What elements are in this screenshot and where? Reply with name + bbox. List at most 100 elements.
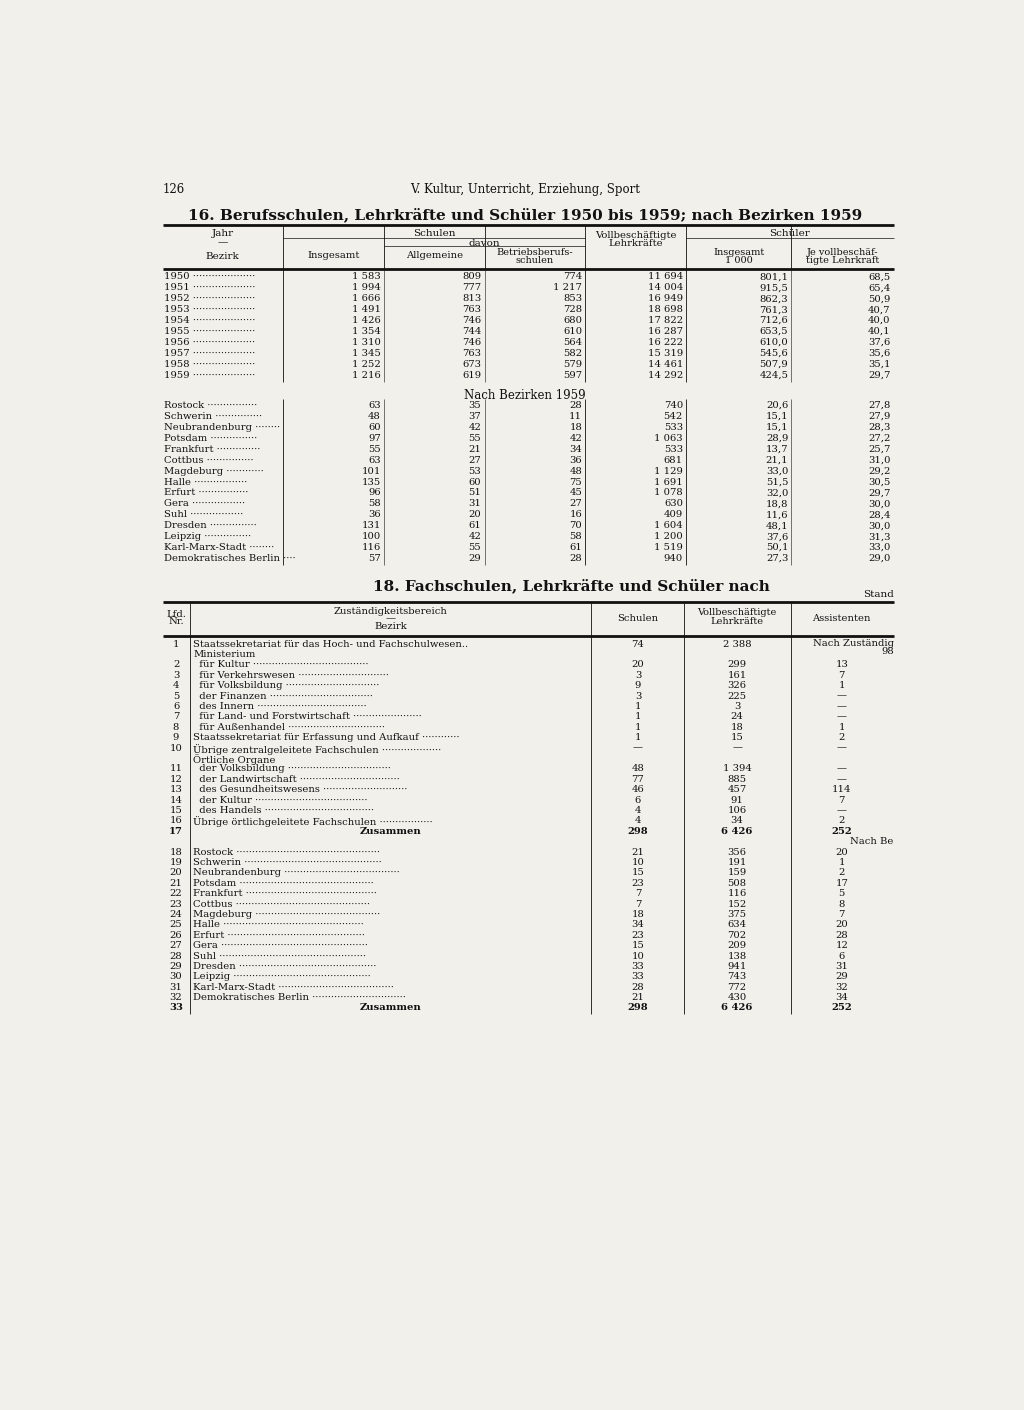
Text: 13: 13 xyxy=(836,660,848,670)
Text: 619: 619 xyxy=(462,371,481,379)
Text: 32: 32 xyxy=(836,983,848,991)
Text: Gera ···············································: Gera ···································… xyxy=(194,940,368,950)
Text: Zuständigkeitsbereich: Zuständigkeitsbereich xyxy=(334,606,447,616)
Text: —: — xyxy=(837,702,847,711)
Text: 60: 60 xyxy=(469,478,481,486)
Text: 14: 14 xyxy=(170,795,182,805)
Text: 24: 24 xyxy=(731,712,743,722)
Text: 48: 48 xyxy=(368,412,381,422)
Text: 42: 42 xyxy=(469,532,481,541)
Text: 37,6: 37,6 xyxy=(766,532,788,541)
Text: Lfd.: Lfd. xyxy=(166,609,186,619)
Text: 885: 885 xyxy=(728,776,746,784)
Text: 1 604: 1 604 xyxy=(654,522,683,530)
Text: 16 222: 16 222 xyxy=(648,338,683,347)
Text: 21,1: 21,1 xyxy=(766,455,788,465)
Text: 16 287: 16 287 xyxy=(648,327,683,336)
Text: tigte Lehrkraft: tigte Lehrkraft xyxy=(806,257,880,265)
Text: 27,2: 27,2 xyxy=(868,434,891,443)
Text: Schüler: Schüler xyxy=(769,230,810,238)
Text: 1958 ····················: 1958 ···················· xyxy=(165,360,256,369)
Text: 58: 58 xyxy=(569,532,583,541)
Text: 630: 630 xyxy=(664,499,683,509)
Text: 298: 298 xyxy=(628,1004,648,1012)
Text: 809: 809 xyxy=(462,272,481,282)
Text: Zusammen: Zusammen xyxy=(359,1004,422,1012)
Text: 1953 ····················: 1953 ···················· xyxy=(165,305,256,314)
Text: 375: 375 xyxy=(728,909,746,919)
Text: 12: 12 xyxy=(170,776,182,784)
Text: 1 200: 1 200 xyxy=(654,532,683,541)
Text: 915,5: 915,5 xyxy=(760,283,788,292)
Text: Übrige örtlichgeleitete Fachschulen ·················: Übrige örtlichgeleitete Fachschulen ····… xyxy=(194,816,433,828)
Text: 26: 26 xyxy=(170,931,182,939)
Text: der Landwirtschaft ································: der Landwirtschaft ·····················… xyxy=(194,776,399,784)
Text: 1: 1 xyxy=(635,712,641,722)
Text: Zusammen: Zusammen xyxy=(359,826,422,836)
Text: 36: 36 xyxy=(569,455,583,465)
Text: 801,1: 801,1 xyxy=(760,272,788,282)
Text: 16. Berufsschulen, Lehrkräfte und Schüler 1950 bis 1959; nach Bezirken 1959: 16. Berufsschulen, Lehrkräfte und Schüle… xyxy=(187,207,862,223)
Text: 20: 20 xyxy=(836,847,848,856)
Text: Vollbeschäftigte: Vollbeschäftigte xyxy=(697,608,777,618)
Text: 6 426: 6 426 xyxy=(722,826,753,836)
Text: 33: 33 xyxy=(169,1004,183,1012)
Text: Leipzig ············································: Leipzig ································… xyxy=(194,973,371,981)
Text: 53: 53 xyxy=(469,467,481,475)
Text: 813: 813 xyxy=(462,295,481,303)
Text: 680: 680 xyxy=(563,316,583,326)
Text: 27,8: 27,8 xyxy=(868,400,891,410)
Text: Demokratisches Berlin ····: Demokratisches Berlin ···· xyxy=(165,554,296,563)
Text: 610,0: 610,0 xyxy=(760,338,788,347)
Text: 533: 533 xyxy=(664,444,683,454)
Text: 55: 55 xyxy=(469,543,481,553)
Text: Insgesamt: Insgesamt xyxy=(713,248,764,257)
Text: 3: 3 xyxy=(635,671,641,680)
Text: 40,7: 40,7 xyxy=(868,305,891,314)
Text: 61: 61 xyxy=(469,522,481,530)
Text: 23: 23 xyxy=(170,900,182,908)
Text: Dresden ···············: Dresden ··············· xyxy=(165,522,257,530)
Text: 138: 138 xyxy=(727,952,746,960)
Text: 457: 457 xyxy=(727,785,746,794)
Text: 27,3: 27,3 xyxy=(766,554,788,563)
Text: 9: 9 xyxy=(635,681,641,691)
Text: 746: 746 xyxy=(462,338,481,347)
Text: Örtliche Organe: Örtliche Organe xyxy=(194,754,275,766)
Text: 14 461: 14 461 xyxy=(647,360,683,369)
Text: 12: 12 xyxy=(836,940,848,950)
Text: 29: 29 xyxy=(170,962,182,971)
Text: 763: 763 xyxy=(463,305,481,314)
Text: 28: 28 xyxy=(170,952,182,960)
Text: 18,8: 18,8 xyxy=(766,499,788,509)
Text: für Verkehrswesen ·····························: für Verkehrswesen ······················… xyxy=(194,671,389,680)
Text: 10: 10 xyxy=(632,952,644,960)
Text: 6 426: 6 426 xyxy=(722,1004,753,1012)
Text: 582: 582 xyxy=(563,348,583,358)
Text: 1 252: 1 252 xyxy=(352,360,381,369)
Text: 101: 101 xyxy=(361,467,381,475)
Text: 409: 409 xyxy=(664,510,683,519)
Text: 25: 25 xyxy=(170,921,182,929)
Text: 126: 126 xyxy=(163,183,185,196)
Text: Vollbeschäftigte: Vollbeschäftigte xyxy=(595,231,677,240)
Text: Potsdam ···············: Potsdam ··············· xyxy=(165,434,258,443)
Text: Übrige zentralgeleitete Fachschulen ···················: Übrige zentralgeleitete Fachschulen ····… xyxy=(194,743,441,754)
Text: Suhl ···············································: Suhl ···································… xyxy=(194,952,367,960)
Text: 15: 15 xyxy=(170,807,182,815)
Text: davon: davon xyxy=(469,238,501,248)
Text: 135: 135 xyxy=(361,478,381,486)
Text: 298: 298 xyxy=(628,826,648,836)
Text: 3: 3 xyxy=(173,671,179,680)
Text: des Innern ···································: des Innern ·····························… xyxy=(194,702,367,711)
Text: 29,7: 29,7 xyxy=(868,371,891,379)
Text: 356: 356 xyxy=(728,847,746,856)
Text: 209: 209 xyxy=(728,940,746,950)
Text: 46: 46 xyxy=(632,785,644,794)
Text: Karl-Marx-Stadt ········: Karl-Marx-Stadt ········ xyxy=(165,543,274,553)
Text: 75: 75 xyxy=(569,478,583,486)
Text: Stand: Stand xyxy=(863,589,894,599)
Text: 25,7: 25,7 xyxy=(868,444,891,454)
Text: 37,6: 37,6 xyxy=(868,338,891,347)
Text: 3: 3 xyxy=(734,702,740,711)
